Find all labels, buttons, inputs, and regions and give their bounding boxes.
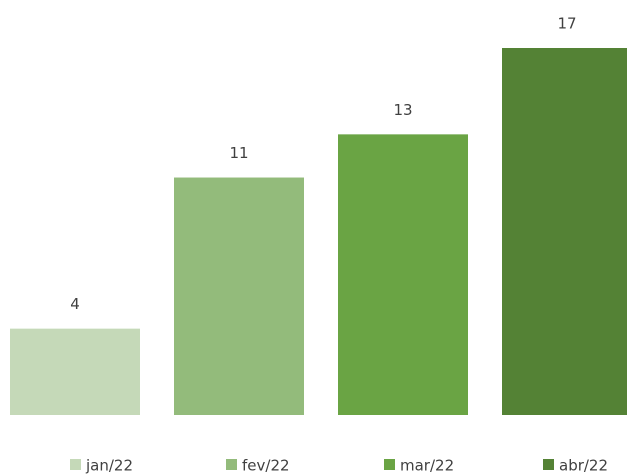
bar: [502, 48, 627, 415]
legend-swatch: [226, 459, 237, 470]
bar: [174, 177, 304, 415]
legend-label: fev/22: [242, 457, 290, 475]
data-label: 13: [393, 101, 412, 119]
data-label: 4: [70, 295, 80, 313]
bar: [10, 328, 140, 415]
legend-label: mar/22: [400, 457, 454, 475]
legend-swatch: [384, 459, 395, 470]
bar: [338, 134, 468, 415]
data-label: 11: [229, 144, 248, 162]
legend-label: abr/22: [559, 457, 608, 475]
legend-label: jan/22: [85, 457, 133, 475]
data-label: 17: [557, 15, 576, 33]
legend-swatch: [543, 459, 554, 470]
legend-swatch: [70, 459, 81, 470]
